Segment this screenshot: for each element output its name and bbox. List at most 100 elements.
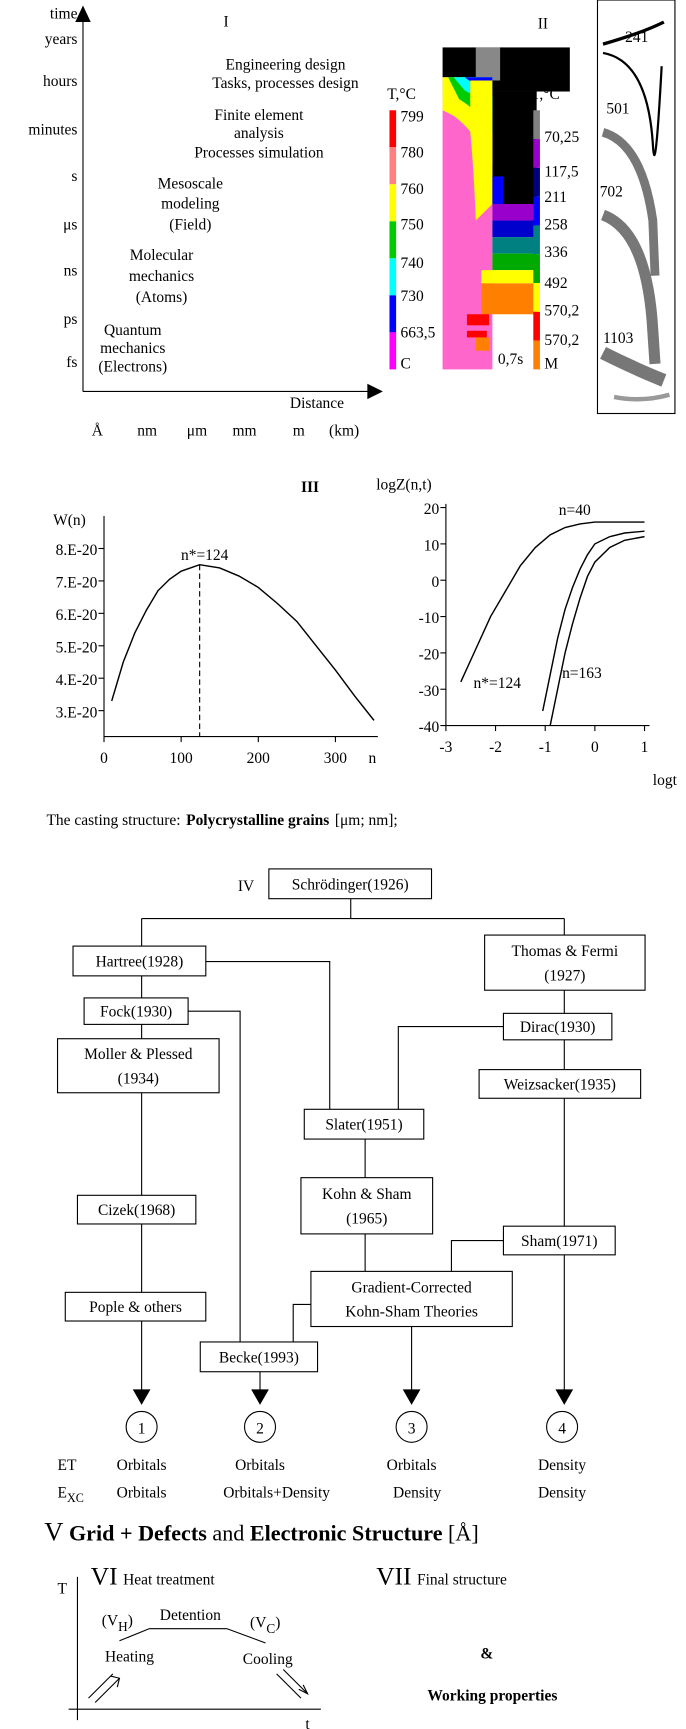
series-label: n*=124 <box>474 675 522 692</box>
time-label: μs <box>63 216 77 233</box>
arrow <box>367 384 382 399</box>
colorbar-label: 663,5 <box>401 324 436 341</box>
y-tick-label: 0 <box>432 574 440 591</box>
arrow <box>75 6 90 23</box>
scale-text: Quantum <box>104 322 162 339</box>
colorbar-label: 780 <box>401 145 424 162</box>
y-tick-label: 5.E-20 <box>56 639 98 656</box>
peak-label: n*=124 <box>181 547 229 564</box>
stage-label: Cooling <box>243 1651 293 1668</box>
axis-title: time <box>50 6 78 23</box>
row-label-main: E <box>58 1484 67 1501</box>
time-label: minutes <box>28 122 77 139</box>
time-label: ps <box>64 311 78 328</box>
y-tick-label: 4.E-20 <box>56 672 98 689</box>
colorbar-label: 750 <box>401 216 424 233</box>
outcome-label: Orbitals <box>117 1484 167 1501</box>
node-label: Moller & Plessed <box>84 1046 193 1063</box>
y-tick-label: -30 <box>419 683 440 700</box>
node-label: Kohn-Sham Theories <box>345 1304 478 1321</box>
node-label: (1927) <box>544 967 585 984</box>
colorbar-label: 730 <box>401 288 424 305</box>
x-tick-label: -1 <box>539 739 552 756</box>
arrow <box>251 1389 269 1404</box>
colorbar-segment <box>533 139 540 168</box>
title: Final structure <box>417 1572 507 1589</box>
time-stamp: 0,7s <box>498 351 523 368</box>
isotherm-label: 702 <box>600 183 623 200</box>
rate-part: ) <box>275 1615 280 1632</box>
y-tick-label: -40 <box>419 719 440 736</box>
node-label: Fock(1930) <box>100 1004 172 1021</box>
axis <box>104 516 378 737</box>
caption-part: Polycrystalline grains <box>186 812 329 829</box>
colorbar-segment <box>533 225 540 254</box>
distance-label: m <box>293 423 305 440</box>
scale-text: analysis <box>234 125 284 142</box>
x-tick-label: 100 <box>170 750 193 767</box>
outcome-label: Density <box>393 1484 441 1501</box>
curve <box>461 522 645 682</box>
panel-label: II <box>538 16 548 33</box>
node-label: Cizek(1968) <box>98 1202 175 1219</box>
colorbar-label: 492 <box>544 275 567 292</box>
colorbar-label: 336 <box>544 244 567 261</box>
y-tick-label: -10 <box>419 610 440 627</box>
node-label: Weizsacker(1935) <box>504 1076 616 1093</box>
colorbar-unit: T,°C <box>531 86 560 103</box>
scale-text: (Atoms) <box>136 289 188 306</box>
x-tick-label: 300 <box>324 750 347 767</box>
y-tick-label: 6.E-20 <box>56 607 98 624</box>
symbol: & <box>480 1645 493 1662</box>
title-part: [Å] <box>448 1520 479 1545</box>
panel-label: VI <box>91 1563 118 1591</box>
scale-text: Finite element <box>214 107 304 124</box>
scale-text: Tasks, processes design <box>212 75 359 92</box>
time-label: fs <box>66 354 77 371</box>
colorbar-label: 117,5 <box>544 163 579 180</box>
time-label: hours <box>43 73 77 90</box>
colorbar-name: M <box>544 355 558 372</box>
section-title: VGrid + DefectsandElectronic Structure[Å… <box>44 1516 479 1546</box>
outcome-number: 3 <box>408 1421 416 1438</box>
panel-label: VII <box>376 1563 411 1591</box>
node-label: Slater(1951) <box>325 1117 402 1134</box>
colorbar-label: 760 <box>401 181 424 198</box>
outcome-number: 2 <box>256 1421 264 1438</box>
y-tick-label: 3.E-20 <box>56 704 98 721</box>
scale-text: mechanics <box>129 268 194 285</box>
axis-title: logZ(n,t) <box>376 477 431 494</box>
distance-label: μm <box>187 423 207 440</box>
outcome-label: Density <box>538 1457 586 1474</box>
colorbar-segment <box>389 258 396 295</box>
node-label: Sham(1971) <box>521 1233 598 1250</box>
time-label: ns <box>64 263 78 280</box>
node-label: Gradient-Corrected <box>351 1279 472 1296</box>
distance-label: nm <box>137 423 157 440</box>
node-label: Thomas & Fermi <box>512 943 619 960</box>
distance-label: (km) <box>329 423 359 440</box>
colorbar-label: 799 <box>401 108 424 125</box>
x-tick-label: 1 <box>641 739 649 756</box>
section-title: VIHeat treatment <box>91 1563 216 1591</box>
axis-title: W(n) <box>53 512 86 529</box>
isotherm-label: 241 <box>625 29 648 46</box>
isotherm-label: 501 <box>606 101 629 118</box>
node-label: Schrödinger(1926) <box>292 876 409 893</box>
scale-text: modeling <box>161 195 220 212</box>
axis-title: T <box>58 1580 68 1597</box>
colorbar-segment <box>389 110 396 147</box>
rate-label: (VH) <box>102 1612 133 1633</box>
time-label: s <box>71 168 77 185</box>
x-tick-label: -2 <box>489 739 502 756</box>
distance-label: mm <box>232 423 256 440</box>
x-tick-label: 0 <box>591 739 599 756</box>
outcome-number: 4 <box>558 1421 566 1438</box>
node-label: (1934) <box>118 1070 159 1087</box>
arrow <box>555 1389 573 1404</box>
arrow <box>133 1389 151 1404</box>
outcome-label: Orbitals <box>387 1457 437 1474</box>
colorbar-segment <box>533 168 540 197</box>
colorbar-label: 258 <box>544 216 567 233</box>
outcome-number: 1 <box>138 1421 146 1438</box>
